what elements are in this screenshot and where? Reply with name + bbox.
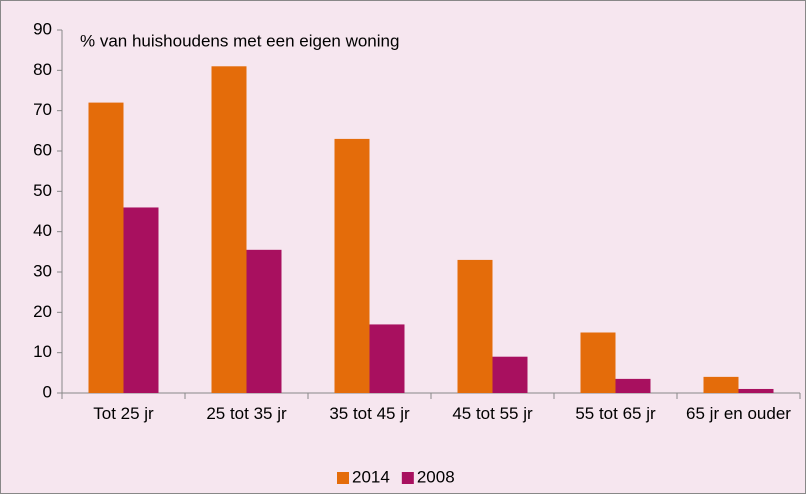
x-tick-label: 65 jr en ouder xyxy=(686,404,791,423)
x-tick-label: 35 tot 45 jr xyxy=(329,404,410,423)
y-tick-label: 10 xyxy=(33,342,52,361)
bar xyxy=(615,378,651,393)
y-tick-label: 80 xyxy=(33,60,52,79)
y-tick-label: 0 xyxy=(43,382,52,401)
y-tick-label: 60 xyxy=(33,140,52,159)
bar xyxy=(738,388,774,393)
bar xyxy=(492,356,528,393)
bar xyxy=(334,138,370,393)
x-tick-label: 55 tot 65 jr xyxy=(575,404,656,423)
legend-swatch xyxy=(401,472,414,484)
bar xyxy=(703,376,739,393)
bar xyxy=(246,249,282,393)
y-tick-label: 70 xyxy=(33,100,52,119)
bar xyxy=(123,207,159,393)
y-tick-label: 20 xyxy=(33,302,52,321)
y-tick-label: 40 xyxy=(33,221,52,240)
legend-label: 2008 xyxy=(417,467,455,486)
bar xyxy=(211,66,247,394)
bar xyxy=(88,102,124,393)
x-tick-label: 45 tot 55 jr xyxy=(452,404,533,423)
y-tick-label: 30 xyxy=(33,261,52,280)
x-tick-label: 25 tot 35 jr xyxy=(206,404,287,423)
bar xyxy=(457,259,493,393)
bar xyxy=(369,324,405,393)
chart-title: % van huishoudens met een eigen woning xyxy=(80,31,399,50)
legend-swatch xyxy=(337,472,349,484)
legend-label: 2014 xyxy=(352,467,390,486)
y-tick-label: 50 xyxy=(33,181,52,200)
bar xyxy=(580,332,616,393)
y-tick-label: 90 xyxy=(33,19,52,38)
x-tick-label: Tot 25 jr xyxy=(93,404,154,423)
